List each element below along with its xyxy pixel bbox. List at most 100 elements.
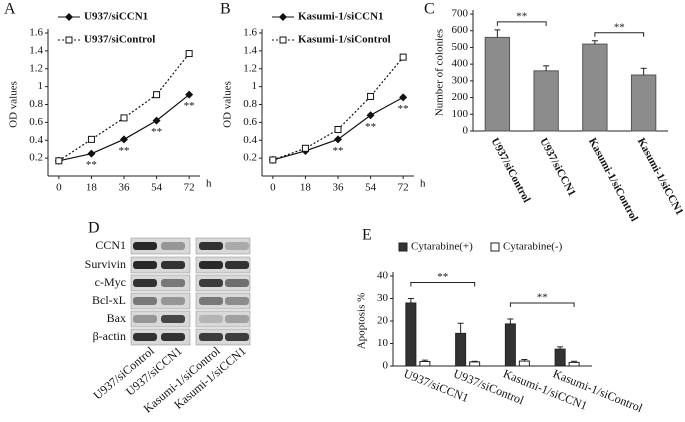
protein-label: Bcl-xL — [92, 293, 126, 307]
x-tick-label: Kasumi-1/siCCN1 — [635, 136, 685, 217]
error-bar — [571, 360, 578, 363]
y-tick-label: 0 — [463, 125, 469, 137]
point — [301, 144, 309, 152]
panel-label: C — [424, 1, 435, 18]
point — [269, 156, 277, 164]
protein-label: β-actin — [93, 329, 126, 343]
x-tick-label: 54 — [365, 182, 377, 194]
point — [120, 114, 128, 122]
y-tick-label: 700 — [452, 8, 469, 20]
y-tick-label: 1.2 — [243, 62, 257, 74]
bar — [568, 361, 580, 367]
blot-band — [225, 315, 249, 323]
protein-label: Survivin — [85, 257, 126, 271]
significance-label: ** — [184, 100, 195, 112]
y-axis-label: OD values — [222, 81, 234, 128]
significance-bracket — [509, 302, 575, 307]
bar — [518, 360, 530, 367]
legend-swatch — [398, 242, 408, 252]
significance-bracket — [496, 21, 547, 26]
x-tick-label: 72 — [398, 182, 409, 194]
bar — [533, 70, 559, 132]
significance-label: ** — [437, 271, 448, 283]
blot-band — [161, 333, 185, 341]
error-bar — [494, 29, 501, 38]
legend-label: U937/siCCN1 — [84, 11, 148, 23]
blot-band — [133, 297, 157, 305]
bar — [419, 361, 431, 367]
error-bar — [640, 67, 647, 76]
error-bar — [471, 360, 478, 362]
blot-band — [133, 279, 157, 287]
blot-band — [225, 261, 249, 269]
blot-band — [225, 279, 249, 287]
error-bar — [457, 322, 464, 334]
significance-label: ** — [398, 103, 409, 115]
error-bar — [421, 359, 428, 362]
y-tick-label: 0.8 — [243, 98, 257, 110]
point — [334, 126, 342, 134]
y-tick-label: 10 — [377, 337, 389, 349]
y-tick-label: 40 — [377, 270, 389, 282]
error-bar — [521, 358, 528, 362]
blot-band — [225, 333, 249, 341]
blot-band — [199, 333, 223, 341]
bar — [630, 74, 657, 132]
blot-band — [161, 279, 185, 287]
y-tick-label: 1.4 — [29, 44, 43, 56]
bar — [582, 43, 608, 132]
x-tick-label: 36 — [119, 182, 131, 194]
x-tick-label: 0 — [56, 182, 62, 194]
blot-band — [133, 315, 157, 323]
y-tick-label: 0.8 — [29, 98, 43, 110]
y-tick-label: 200 — [452, 91, 469, 103]
point — [87, 149, 96, 158]
legend-swatch — [490, 242, 500, 252]
y-axis-label: Number of colonies — [434, 29, 446, 116]
blot-band — [225, 297, 249, 305]
bar — [554, 348, 566, 367]
significance-label: ** — [151, 126, 162, 138]
panel-label: D — [88, 220, 100, 237]
x-tick-label: 36 — [333, 182, 345, 194]
significance-label: ** — [537, 292, 548, 304]
significance-label: ** — [516, 10, 527, 22]
blot-band — [133, 242, 157, 250]
blot-band — [199, 297, 223, 305]
blot-band — [161, 297, 185, 305]
bar — [405, 302, 417, 367]
point — [366, 111, 375, 120]
point — [185, 90, 194, 99]
x-tick-label: 18 — [86, 182, 98, 194]
point — [399, 93, 408, 102]
error-bar — [557, 346, 564, 350]
x-tick-label: 0 — [270, 182, 276, 194]
protein-label: Bax — [107, 311, 126, 325]
y-tick-label: 0.6 — [29, 116, 43, 128]
legend-label: Kasumi-1/siCCN1 — [298, 11, 384, 23]
y-tick-label: 0.4 — [243, 134, 257, 146]
x-tick-label: 18 — [300, 182, 312, 194]
y-tick-label: 20 — [377, 315, 389, 327]
point — [87, 135, 95, 143]
x-axis-unit: h — [206, 178, 212, 190]
legend-marker — [65, 13, 73, 21]
point — [399, 53, 407, 61]
error-bar — [591, 40, 598, 45]
protein-label: c-Myc — [95, 275, 126, 289]
blot-band — [199, 242, 223, 250]
y-tick-label: 1 — [38, 80, 44, 92]
blot-band — [161, 242, 185, 250]
y-tick-label: 0.4 — [29, 134, 43, 146]
y-axis-label: OD values — [8, 81, 20, 128]
x-axis-unit: h — [420, 178, 426, 190]
blot-band — [161, 261, 185, 269]
y-tick-label: 0 — [383, 360, 389, 372]
blot-band — [199, 261, 223, 269]
y-tick-label: 1.6 — [29, 27, 43, 39]
point — [153, 91, 161, 99]
y-axis-label: Apoptosis % — [356, 293, 368, 350]
significance-label: ** — [365, 121, 376, 133]
significance-bracket — [410, 282, 476, 287]
